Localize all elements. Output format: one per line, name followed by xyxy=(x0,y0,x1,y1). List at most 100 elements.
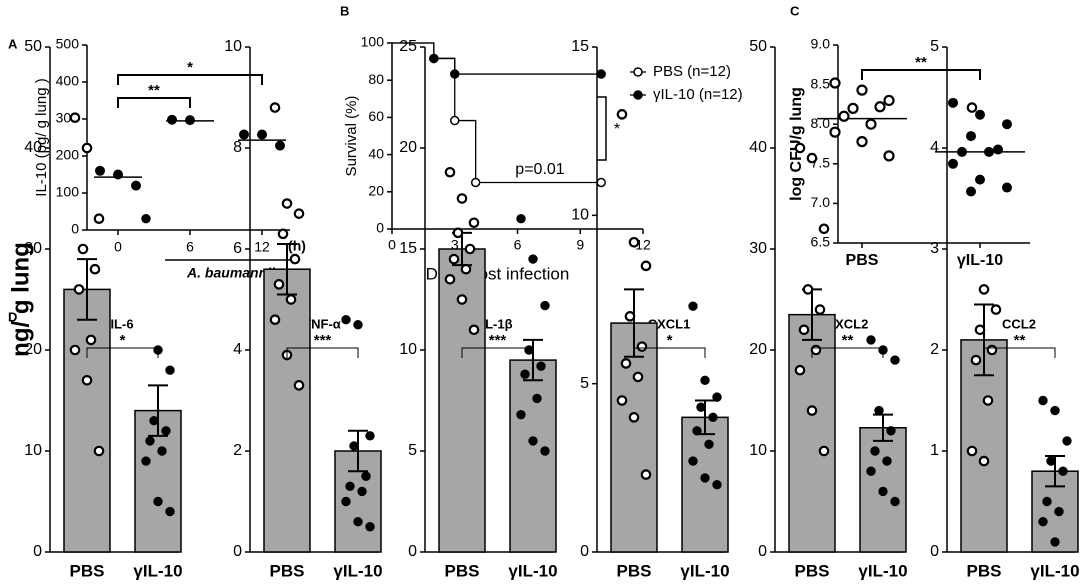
y-tick-label: 0 xyxy=(376,220,384,236)
data-point xyxy=(620,358,632,369)
x-tick-label: 0 xyxy=(114,239,122,255)
data-point xyxy=(870,446,880,456)
panel-label: A xyxy=(8,36,18,51)
significance-bracket xyxy=(117,97,191,108)
data-point xyxy=(532,393,542,404)
data-point xyxy=(1038,395,1048,406)
data-point xyxy=(810,344,822,356)
survival-marker xyxy=(470,177,481,188)
y-tick-label: 6.5 xyxy=(811,234,831,250)
x-axis-label: A. baumannii xyxy=(186,265,276,281)
y-tick-label: 50 xyxy=(749,38,767,55)
error-bar xyxy=(148,384,168,437)
data-point xyxy=(982,395,994,406)
data-point xyxy=(185,115,195,126)
significance-bracket xyxy=(117,74,263,85)
data-point xyxy=(165,365,175,375)
y-tick-label: 4 xyxy=(233,341,242,358)
data-point xyxy=(975,109,985,120)
y-tick-label: 8.0 xyxy=(811,115,831,131)
data-point xyxy=(452,227,464,239)
data-point xyxy=(993,144,1003,155)
data-point xyxy=(540,446,550,456)
significance-label: *** xyxy=(314,332,332,349)
survival-line xyxy=(392,42,602,184)
x-tick-label: PBS xyxy=(846,252,879,269)
data-point xyxy=(528,436,538,446)
data-point xyxy=(365,522,375,532)
data-point xyxy=(814,304,826,315)
y-tick-label: 5 xyxy=(580,375,589,392)
data-point xyxy=(616,395,628,406)
data-point xyxy=(464,243,476,255)
data-point xyxy=(444,273,456,285)
y-tick-label: 30 xyxy=(749,240,767,257)
data-point xyxy=(806,405,818,416)
y-tick-label: 40 xyxy=(368,145,384,161)
data-point xyxy=(640,469,652,480)
data-point xyxy=(966,102,978,113)
y-tick-label: 3 xyxy=(930,240,939,257)
x-tick-label: γIL-10 xyxy=(1030,561,1079,580)
data-point xyxy=(978,455,990,467)
data-point xyxy=(269,102,281,113)
error-bar xyxy=(974,303,994,377)
data-point xyxy=(829,126,841,138)
error-bar xyxy=(277,242,297,296)
y-axis-label: ng/ g lung xyxy=(7,242,34,357)
data-point xyxy=(1054,506,1064,517)
data-point xyxy=(357,486,367,497)
y-tick-label: 0 xyxy=(33,543,42,560)
data-point xyxy=(1050,405,1060,416)
data-point xyxy=(1046,456,1056,466)
y-tick-label: 9.0 xyxy=(811,36,831,52)
data-point xyxy=(874,405,884,416)
data-point xyxy=(353,320,363,330)
data-point xyxy=(1058,466,1068,476)
y-tick-label: 0 xyxy=(580,543,589,560)
significance-label: ** xyxy=(148,82,160,99)
significance-bracket xyxy=(811,347,884,358)
data-point xyxy=(688,301,698,311)
data-point xyxy=(1002,182,1012,193)
y-tick-label: 100 xyxy=(56,184,80,200)
significance-bracket xyxy=(461,347,534,358)
survival-marker xyxy=(429,53,439,64)
data-point xyxy=(277,228,289,240)
y-tick-label: 40 xyxy=(749,139,767,156)
data-point xyxy=(838,110,850,122)
data-point xyxy=(460,263,472,275)
data-point xyxy=(77,243,89,255)
data-point xyxy=(847,102,859,114)
y-tick-label: 5 xyxy=(930,38,939,55)
data-point xyxy=(444,166,456,178)
data-point xyxy=(866,335,876,345)
y-tick-label: 4 xyxy=(930,139,939,156)
y-tick-label: 2 xyxy=(930,341,939,358)
significance-bracket xyxy=(861,69,981,80)
data-point xyxy=(632,371,644,383)
data-point xyxy=(269,314,281,325)
data-point xyxy=(353,517,363,527)
data-point xyxy=(1062,436,1072,446)
survival-marker xyxy=(596,177,606,188)
data-point xyxy=(81,142,93,154)
data-point xyxy=(883,150,895,162)
x-unit: (h) xyxy=(288,238,306,254)
data-point xyxy=(818,445,830,457)
data-point xyxy=(700,375,710,385)
data-point xyxy=(73,284,85,295)
error-bar xyxy=(873,413,893,442)
data-point xyxy=(85,334,97,346)
data-point xyxy=(688,456,698,466)
y-tick-label: 0 xyxy=(930,543,939,560)
data-point xyxy=(970,354,982,366)
y-tick-label: 0 xyxy=(758,543,767,560)
data-point xyxy=(712,479,722,490)
x-tick-label: 12 xyxy=(635,237,651,253)
data-point xyxy=(640,260,652,272)
data-point xyxy=(257,129,267,140)
data-point xyxy=(285,294,297,305)
data-point xyxy=(874,101,886,113)
